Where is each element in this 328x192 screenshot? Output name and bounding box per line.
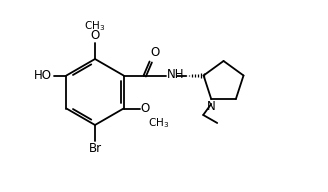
- Text: Br: Br: [89, 142, 102, 155]
- Text: CH$_3$: CH$_3$: [84, 20, 106, 33]
- Text: N: N: [207, 100, 215, 113]
- Text: HO: HO: [33, 69, 51, 82]
- Text: NH: NH: [167, 68, 184, 81]
- Text: O: O: [91, 29, 100, 42]
- Text: O: O: [151, 46, 160, 60]
- Text: O: O: [141, 102, 150, 115]
- Text: CH$_3$: CH$_3$: [148, 117, 169, 130]
